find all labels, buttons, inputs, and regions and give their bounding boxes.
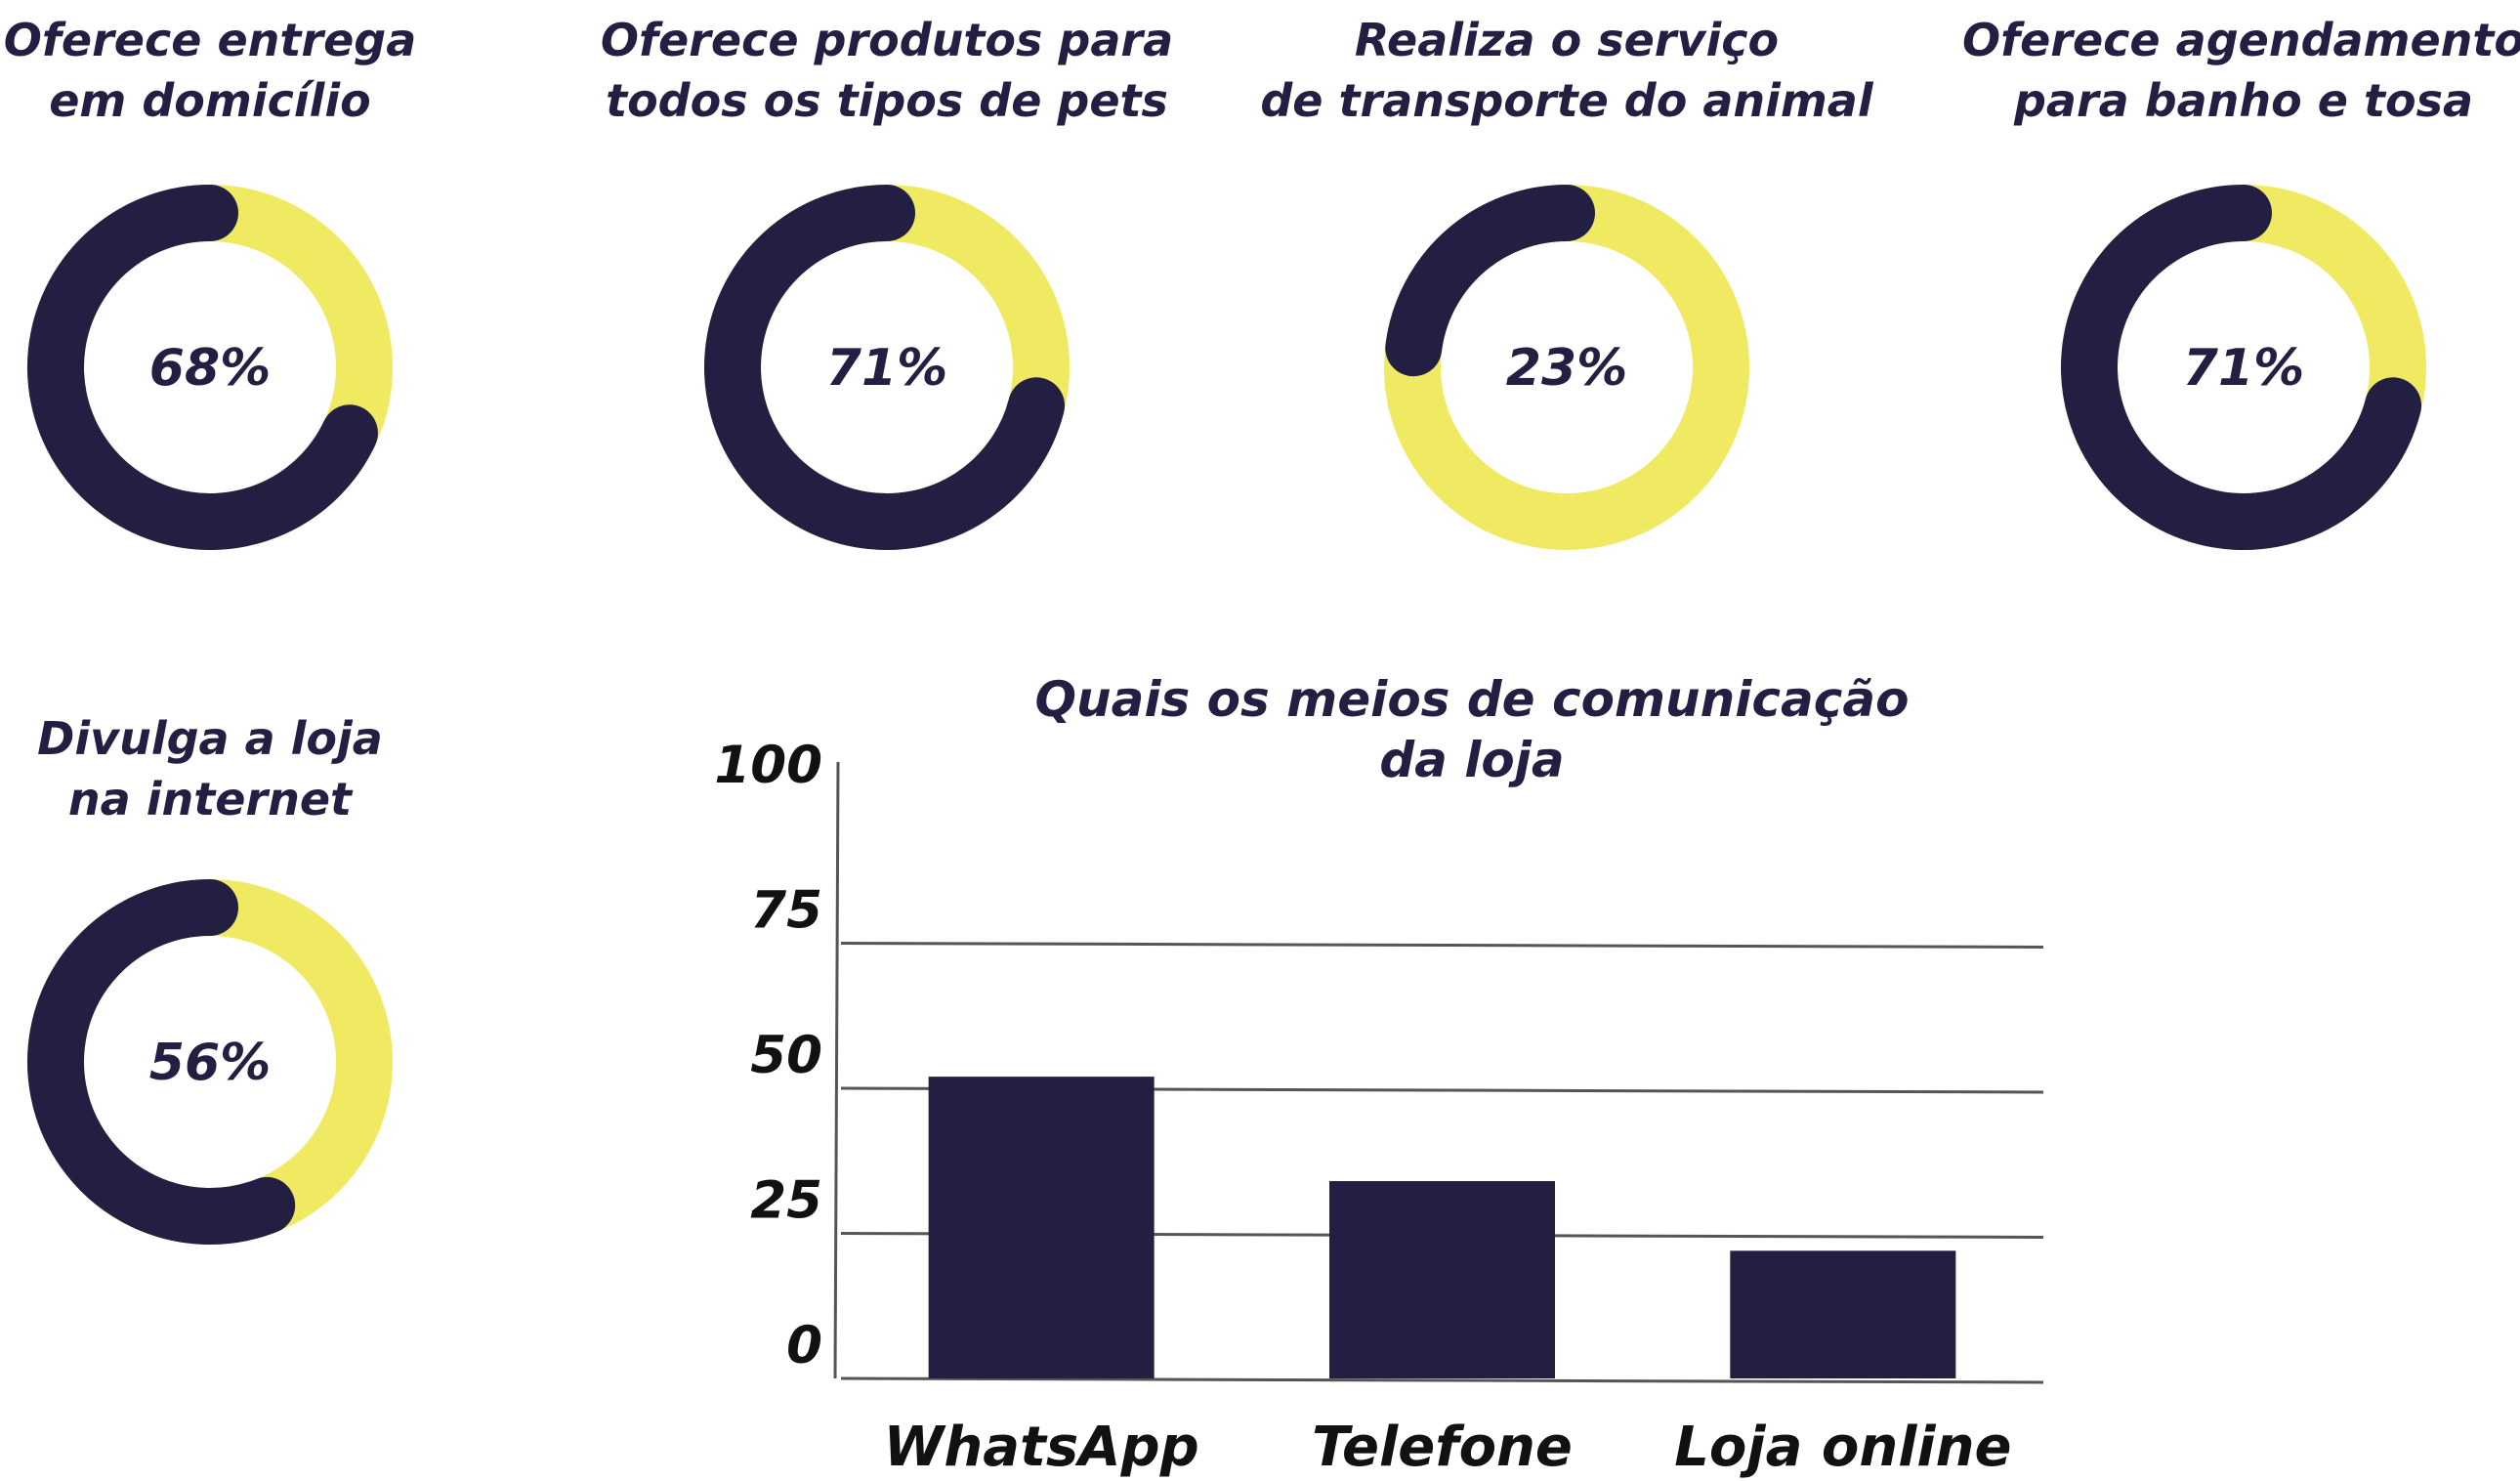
y-tick-label: 0 (786, 1316, 822, 1375)
x-tick-label: WhatsApp (884, 1416, 1199, 1479)
x-tick-label: Loja online (1674, 1416, 2011, 1479)
y-tick-label: 75 (750, 881, 822, 941)
donut-arc (1385, 185, 1595, 377)
chart-title: Quais os meios de comunicação da loja (1034, 671, 1910, 788)
bar (928, 1077, 1155, 1378)
chart-title: Realiza o serviço de transporte do anima… (1260, 14, 1873, 127)
bar (1329, 1181, 1555, 1378)
donut-arc (2061, 185, 2422, 550)
grid-line (840, 942, 2044, 949)
chart-title: Oferece agendamento para banho e tosa (1961, 14, 2520, 127)
y-axis (833, 761, 840, 1379)
x-tick-label: Telefone (1312, 1416, 1573, 1479)
bar (1730, 1250, 1956, 1378)
donut-value-label: 23% (1506, 339, 1627, 398)
donut-value-label: 71% (2183, 339, 2304, 398)
grid-line (840, 1376, 2044, 1384)
y-tick-label: 25 (750, 1171, 822, 1231)
chart-title: Oferece produtos para todos os tipos de … (600, 14, 1174, 127)
y-tick-label: 50 (750, 1026, 822, 1085)
chart-title: Divulga a loja na internet (37, 712, 383, 825)
donut-value-label: 56% (149, 1034, 271, 1092)
donut-arc (27, 185, 378, 550)
chart-title: Oferece entrega em domicílio (3, 14, 417, 127)
donut-arc (704, 185, 1066, 550)
donut-value-label: 71% (826, 339, 947, 398)
y-tick-label: 100 (714, 736, 822, 795)
donut-value-label: 68% (149, 339, 271, 398)
donut-arc (27, 879, 296, 1245)
